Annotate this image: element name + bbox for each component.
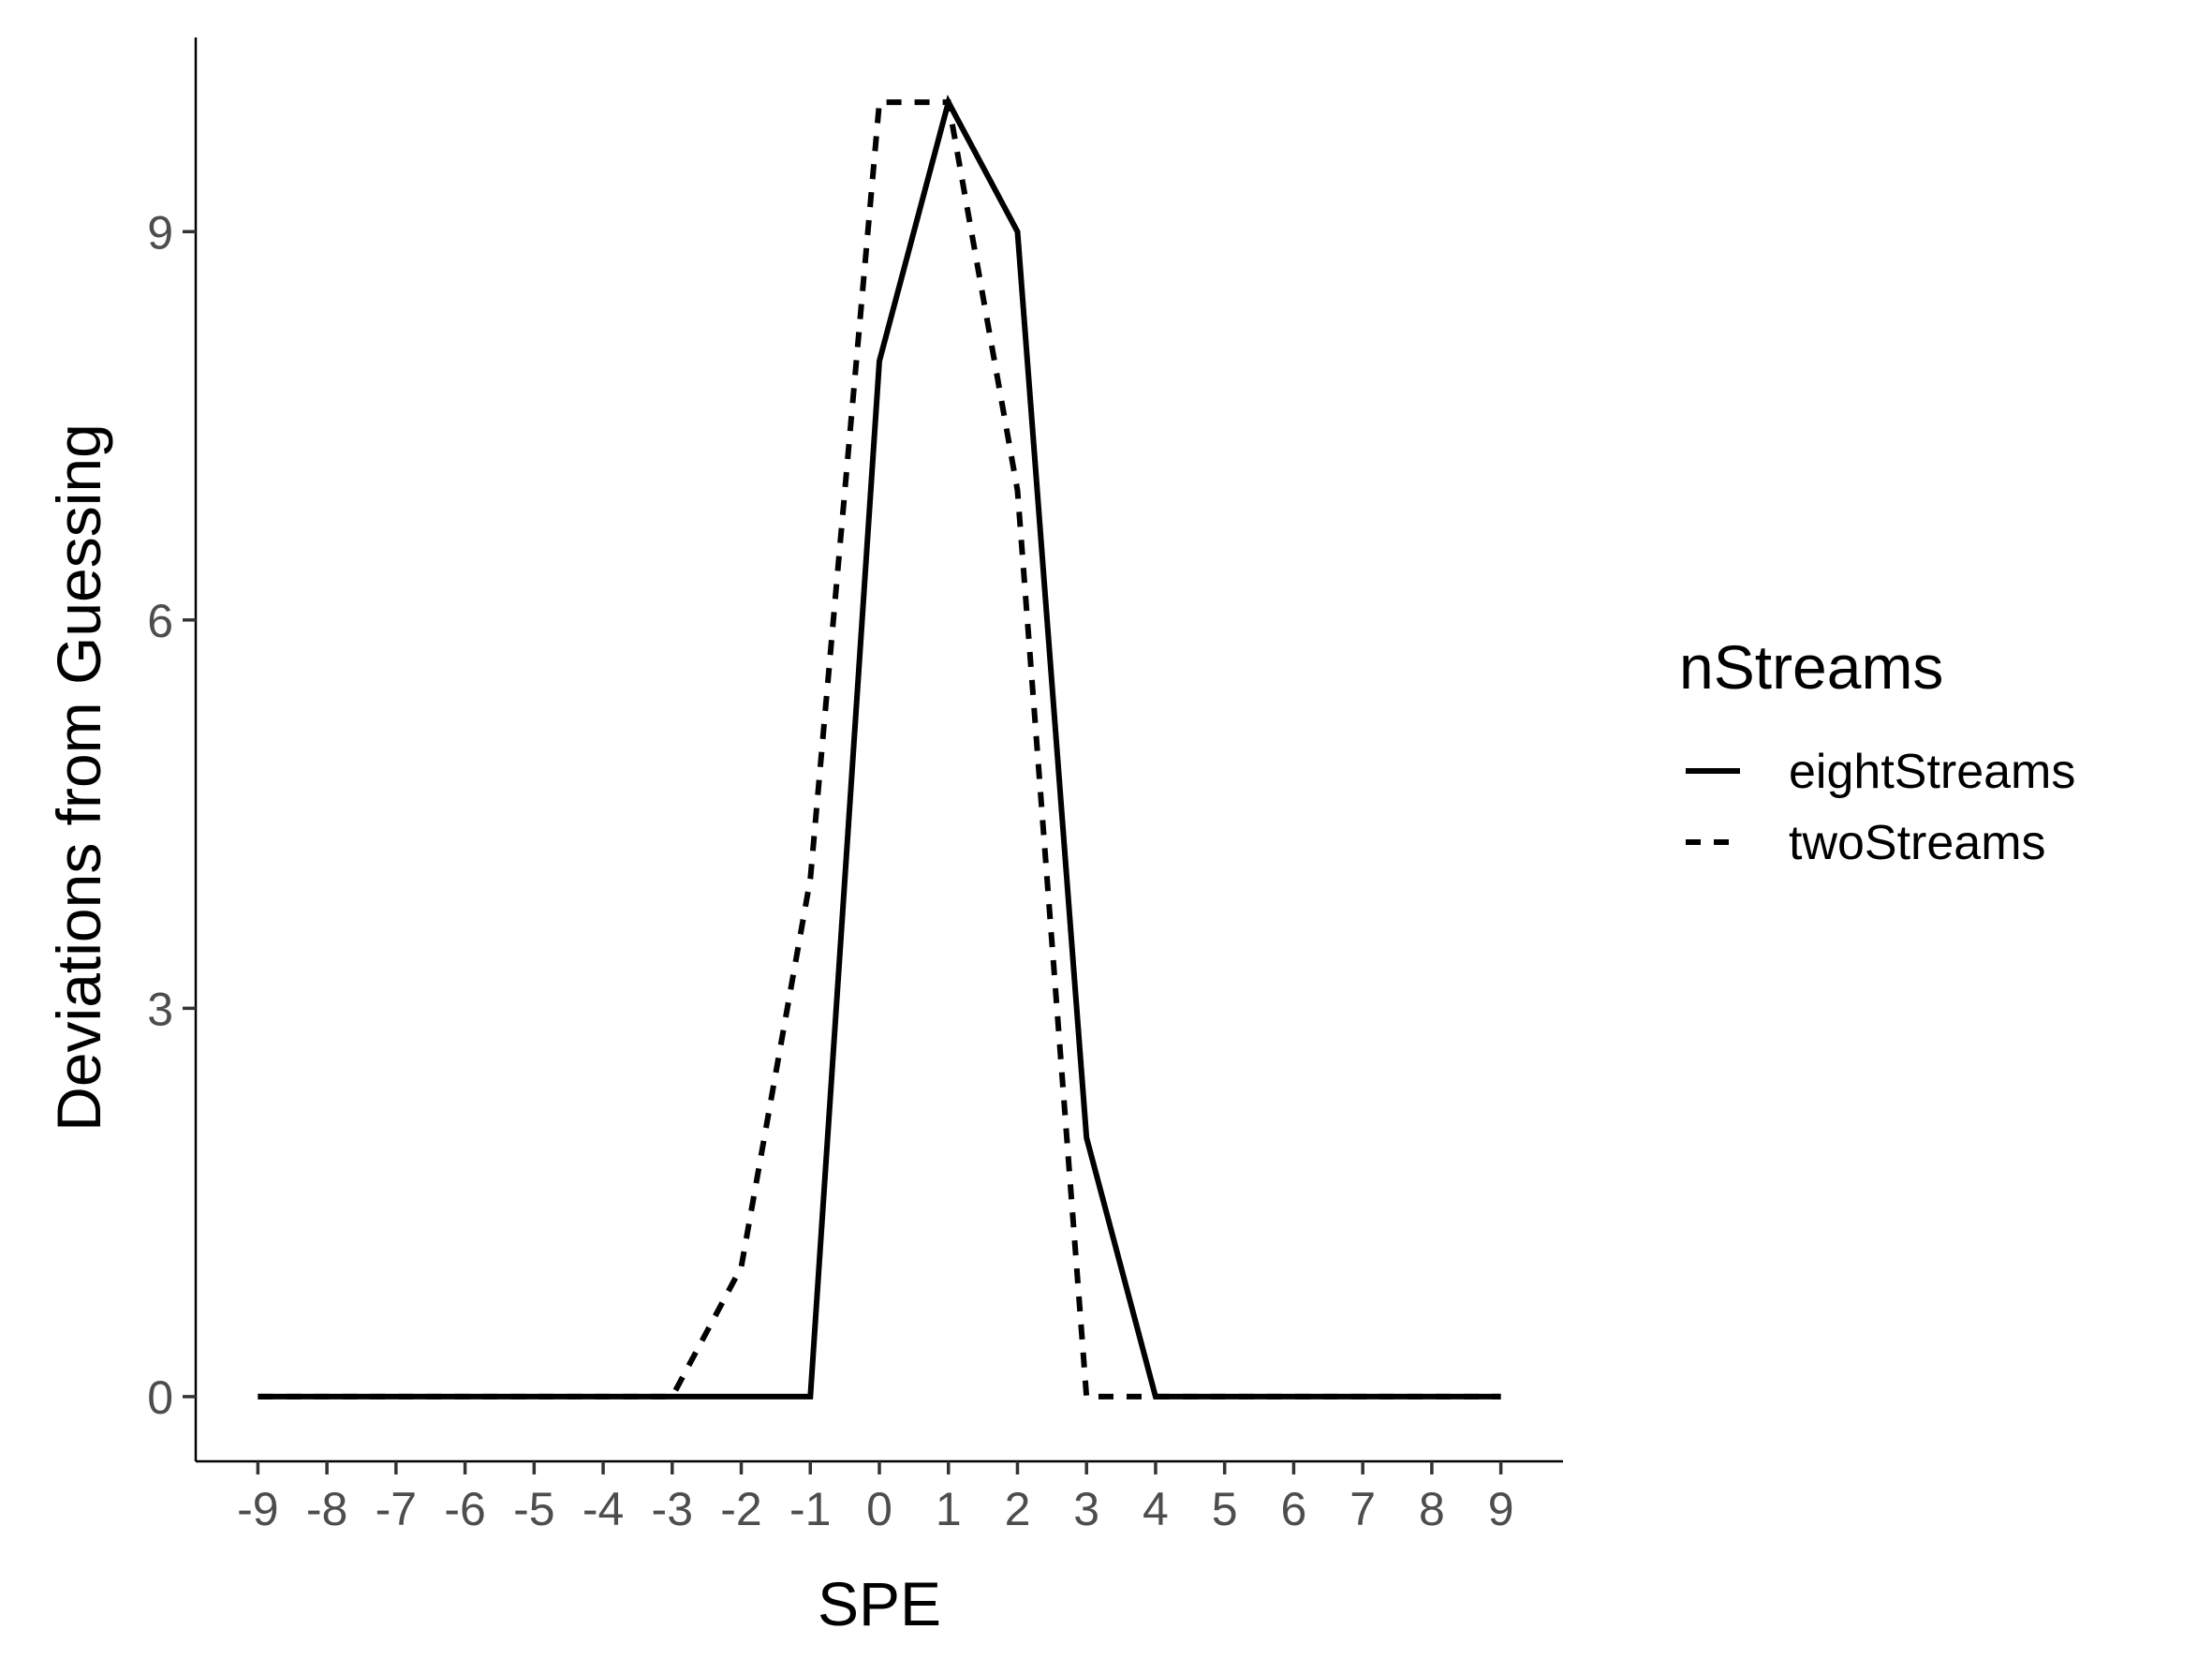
x-tick-label: 8 [1419,1483,1445,1535]
x-tick-label: -5 [513,1483,554,1535]
y-tick-label: 3 [147,983,173,1035]
legend-title: nStreams [1679,632,1943,702]
x-tick-label: 3 [1073,1483,1099,1535]
x-tick-label: 4 [1143,1483,1169,1535]
legend-label-twoStreams: twoStreams [1789,816,2046,870]
series-layer [258,94,1501,1400]
x-tick-label: 0 [866,1483,892,1535]
x-tick-label: -9 [237,1483,278,1535]
x-tick-label: -6 [444,1483,485,1535]
x-tick-label: -4 [582,1483,624,1535]
x-tick-label: -2 [720,1483,761,1535]
x-tick-label: 2 [1005,1483,1031,1535]
x-tick-label: -1 [789,1483,831,1535]
legend: nStreams eightStreams twoStreams [1679,632,2075,870]
y-tick-label: 9 [147,206,173,259]
y-tick-label: 0 [147,1371,173,1424]
x-tick-label: -8 [306,1483,347,1535]
x-ticks: -9 -8 -7 -6 -5 -4 -3 -2 -1 0 1 2 3 4 5 6 7 8 9 [237,1461,1514,1535]
x-axis-title: SPE [818,1569,941,1638]
x-tick-label: 1 [936,1483,962,1535]
legend-items: eightStreams twoStreams [1686,745,2075,870]
x-tick-label: 6 [1281,1483,1307,1535]
x-tick-label: 5 [1212,1483,1238,1535]
x-tick-label: -7 [376,1483,417,1535]
legend-label-eightStreams: eightStreams [1789,745,2075,799]
y-tick-label: 6 [147,595,173,647]
x-tick-label: -3 [652,1483,693,1535]
x-tick-label: 9 [1488,1483,1514,1535]
y-axis-title: Deviations from Guessing [44,423,113,1132]
x-tick-label: 7 [1349,1483,1376,1535]
series-line-twoStreams [258,99,1501,1400]
y-ticks: 0 3 6 9 [147,206,196,1424]
